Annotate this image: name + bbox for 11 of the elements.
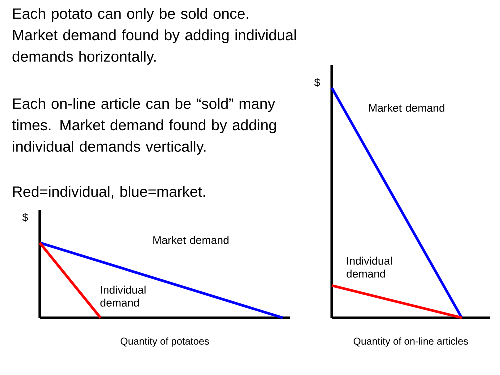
y-axis-title: $ bbox=[22, 213, 28, 222]
text: Each potato can only be sold once. Market demand found by adding individual demands horizontally. bbox=[12, 8, 296, 65]
x-axis-title: Quantity of on-line articles bbox=[354, 338, 468, 347]
y-axis-title: $ bbox=[314, 78, 320, 88]
series-label: Individual demand bbox=[100, 286, 146, 307]
series-label: Market demand bbox=[369, 104, 445, 112]
text: Market demand bbox=[154, 236, 229, 244]
text: Red=individual, blue=market. bbox=[13, 186, 206, 199]
text: Each on-line article can be “sold” many times. Market demand found by adding individual demands vertically. bbox=[12, 98, 276, 155]
series-label: Individual demand bbox=[346, 256, 392, 278]
x-axis-title: Quantity of potatoes bbox=[120, 338, 210, 347]
